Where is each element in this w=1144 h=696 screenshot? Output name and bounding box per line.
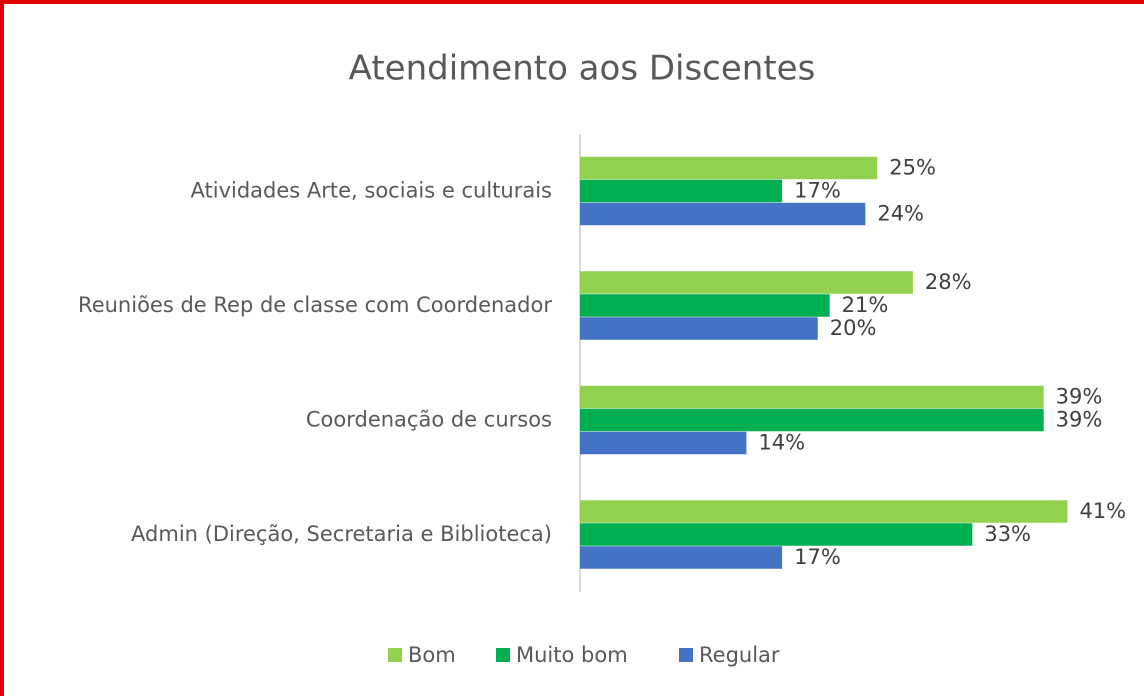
bar	[580, 500, 1068, 523]
data-label: 17%	[794, 545, 841, 569]
y-tick-label: Coordenação de cursos	[306, 407, 552, 431]
y-tick-label: Reuniões de Rep de classe com Coordenado…	[78, 293, 552, 317]
bar	[580, 202, 866, 226]
data-label: 20%	[830, 316, 877, 340]
bar	[580, 271, 913, 294]
legend-label: Regular	[699, 643, 780, 667]
legend-swatch	[496, 648, 510, 662]
bar	[580, 546, 783, 569]
bar	[580, 179, 783, 203]
data-label: 21%	[842, 293, 889, 317]
legend-label: Muito bom	[516, 643, 628, 667]
data-label: 17%	[794, 178, 841, 202]
data-label: 25%	[889, 155, 936, 179]
legend-swatch	[679, 648, 693, 662]
chart-title: Atendimento aos Discentes	[349, 49, 816, 89]
bar	[580, 156, 878, 180]
bar	[580, 294, 830, 317]
bar	[580, 408, 1044, 432]
data-label: 14%	[758, 430, 805, 454]
data-label: 39%	[1056, 407, 1103, 431]
legend-label: Bom	[408, 643, 456, 667]
y-tick-label: Atividades Arte, sociais e culturais	[191, 178, 553, 202]
data-label: 41%	[1079, 499, 1126, 523]
y-tick-label: Admin (Direção, Secretaria e Biblioteca)	[131, 522, 552, 546]
data-label: 39%	[1056, 384, 1103, 408]
data-label: 33%	[984, 522, 1031, 546]
bar	[580, 317, 818, 340]
bar	[580, 431, 747, 455]
bar	[580, 385, 1044, 409]
bar	[580, 523, 973, 546]
legend-swatch	[388, 648, 402, 662]
data-label: 24%	[877, 201, 924, 225]
data-label: 28%	[925, 270, 972, 294]
